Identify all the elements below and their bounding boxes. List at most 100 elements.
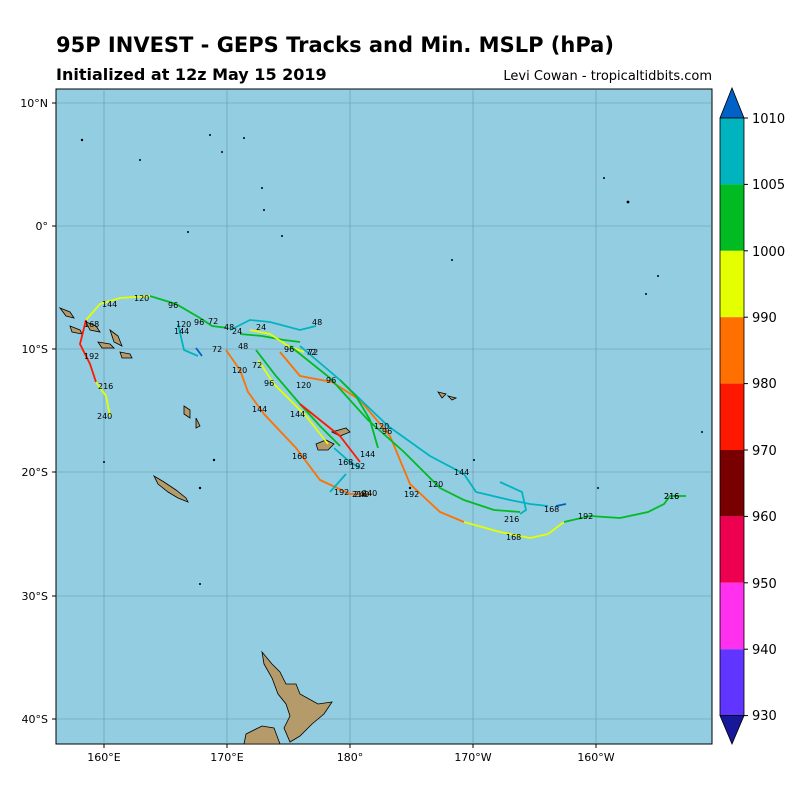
lon-label: 160°W: [577, 751, 614, 764]
track-blue-stub: [195, 347, 203, 357]
hour-label: 72: [208, 317, 218, 326]
hour-label: 72: [306, 348, 316, 357]
hour-label: 24: [232, 327, 242, 336]
hour-label: 192: [84, 352, 99, 361]
island-dot: [281, 235, 283, 237]
colorbar-label: 940: [752, 643, 777, 658]
colorbar-label: 1005: [752, 178, 785, 193]
solomon-islands-3: [109, 328, 123, 347]
island-dot: [103, 461, 105, 463]
hour-label: 96: [264, 379, 274, 388]
colorbar-label: 950: [752, 577, 777, 592]
hour-label: 192: [404, 490, 419, 499]
hour-label: 96: [284, 345, 294, 354]
island-dot: [451, 259, 453, 261]
track-cluster-2: [239, 333, 301, 343]
chart-subtitle: Initialized at 12z May 15 2019: [56, 65, 327, 84]
lon-label: 170°E: [210, 751, 243, 764]
small-islands: [80, 134, 703, 585]
land: [58, 307, 458, 745]
island-dot: [597, 487, 599, 489]
colorbar-label: 930: [752, 709, 777, 724]
island-dot: [139, 159, 141, 161]
track-cluster-1: [229, 319, 317, 331]
hour-label: 96: [194, 318, 204, 327]
solomon-islands-1: [58, 307, 75, 319]
chart-title: 95P INVEST - GEPS Tracks and Min. MSLP (…: [56, 33, 614, 57]
map-panel: 120 144 96 72 48 24 168 192 216 240 120 …: [55, 88, 713, 745]
tonga-island: [437, 391, 447, 399]
island-dot: [473, 459, 475, 461]
track-long-orange: [279, 351, 465, 523]
track-east-green: [563, 495, 686, 523]
new-zealand-north-island: [261, 650, 333, 743]
island-dot: [701, 431, 703, 433]
hour-label: 240: [362, 489, 377, 498]
hour-label: 24: [256, 323, 266, 332]
lat-label: 0°: [36, 220, 49, 233]
hour-label: 144: [290, 410, 305, 419]
colorbar-label: 970: [752, 444, 777, 459]
hour-label: 96: [326, 376, 336, 385]
colorbar-segment-970-980: [720, 383, 744, 450]
track-orange-1: [225, 349, 372, 495]
hour-label: 120: [134, 294, 149, 303]
track-green-arc: [149, 295, 229, 329]
island-dot: [408, 486, 412, 490]
hour-label: 168: [544, 505, 559, 514]
hour-label: 192: [578, 512, 593, 521]
hour-label: 72: [308, 348, 318, 357]
track-yellow-2: [257, 359, 329, 445]
colorbar-segment-980-990: [720, 317, 744, 384]
colorbar-segment-950-960: [720, 516, 744, 583]
colorbar-label: 1010: [752, 112, 785, 127]
island-dot: [626, 200, 630, 204]
hour-label: 48: [312, 318, 322, 327]
hour-label: 144: [252, 405, 267, 414]
hour-label: 240: [97, 412, 112, 421]
island-dot: [209, 134, 211, 136]
hour-label: 120: [374, 422, 389, 431]
colorbar-label: 980: [752, 377, 777, 392]
hour-label: 192: [334, 488, 349, 497]
vanuatu-1: [183, 405, 191, 419]
samoa-island: [446, 395, 458, 401]
longitude-labels: 160°E 170°E 180° 170°W 160°W: [87, 744, 615, 764]
hour-label: 96: [382, 427, 392, 436]
island-dot: [199, 583, 201, 585]
track-west: [85, 295, 151, 321]
colorbar-segment-930-940: [720, 649, 744, 716]
hour-label: 120: [176, 320, 191, 329]
island-dot: [645, 293, 647, 295]
hour-label: 216: [664, 492, 679, 501]
hour-label: 96: [168, 301, 178, 310]
lat-label: 30°S: [22, 590, 48, 603]
colorbar-label: 990: [752, 311, 777, 326]
hour-label: 48: [224, 323, 234, 332]
colorbar-label: 960: [752, 510, 777, 525]
lon-label: 180°: [337, 751, 364, 764]
track-green-short: [339, 379, 379, 449]
track-west-red: [79, 319, 97, 383]
island-dot: [261, 187, 263, 189]
track-red-1: [299, 403, 361, 463]
colorbar-segment-1005-1010: [720, 118, 744, 185]
gridlines: [56, 89, 712, 744]
tracks: [79, 295, 686, 539]
new-caledonia: [153, 474, 189, 503]
island-dot: [603, 177, 605, 179]
track-long-yellow: [463, 521, 565, 539]
hour-label: 120: [296, 381, 311, 390]
island-dot: [198, 486, 202, 490]
hour-label: 216: [664, 492, 679, 501]
new-zealand-south-island: [243, 725, 281, 745]
hour-label: 144: [174, 327, 189, 336]
hour-label: 216: [504, 515, 519, 524]
hour-labels: 120 144 96 72 48 24 168 192 216 240 120 …: [84, 294, 679, 542]
latitude-labels: 10°N 0° 10°S 20°S 30°S 40°S: [20, 97, 56, 726]
colorbar-bottom-arrow: [719, 715, 745, 746]
island-dot: [212, 458, 216, 462]
solomon-islands-2: [85, 321, 101, 333]
hour-label: 168: [506, 533, 521, 542]
colorbar-segment-990-1000: [720, 250, 744, 318]
